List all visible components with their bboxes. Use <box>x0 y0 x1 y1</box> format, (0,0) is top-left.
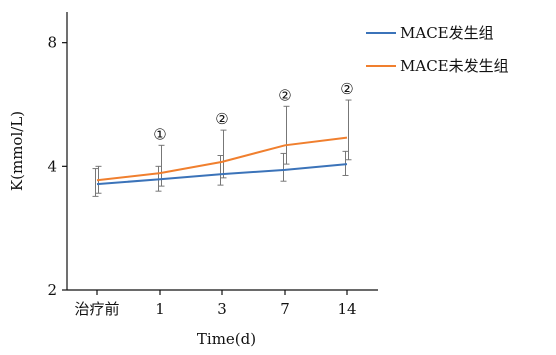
legend-label: MACE发生组 <box>400 24 494 42</box>
series-lines <box>96 136 348 186</box>
series-line-mace <box>96 163 348 186</box>
legend: MACE发生组 MACE未发生组 <box>366 24 509 75</box>
significance-annotation: ① <box>153 125 166 143</box>
x-tick-label: 7 <box>280 300 290 318</box>
x-tick-label: 1 <box>155 300 165 318</box>
significance-annotation: ② <box>215 110 228 128</box>
x-axis-title: Time(d) <box>197 330 256 348</box>
y-ticks: 2 4 8 <box>47 34 67 299</box>
y-tick-label: 2 <box>47 281 57 299</box>
x-tick-label: 治疗前 <box>74 300 119 318</box>
x-tick-label: 14 <box>337 300 356 318</box>
significance-annotation: ② <box>278 86 291 104</box>
y-tick-label: 8 <box>47 34 57 52</box>
axes <box>66 12 378 291</box>
annotations: ① ② ② ② <box>153 80 353 143</box>
significance-annotation: ② <box>340 80 353 98</box>
x-tick-label: 3 <box>217 300 227 318</box>
y-tick-label: 4 <box>47 157 57 175</box>
y-axis-title: K(mmol/L) <box>8 111 26 191</box>
series-line-no-mace <box>96 136 348 182</box>
x-ticks: 治疗前 1 3 7 14 <box>74 290 357 318</box>
legend-label: MACE未发生组 <box>400 57 509 75</box>
